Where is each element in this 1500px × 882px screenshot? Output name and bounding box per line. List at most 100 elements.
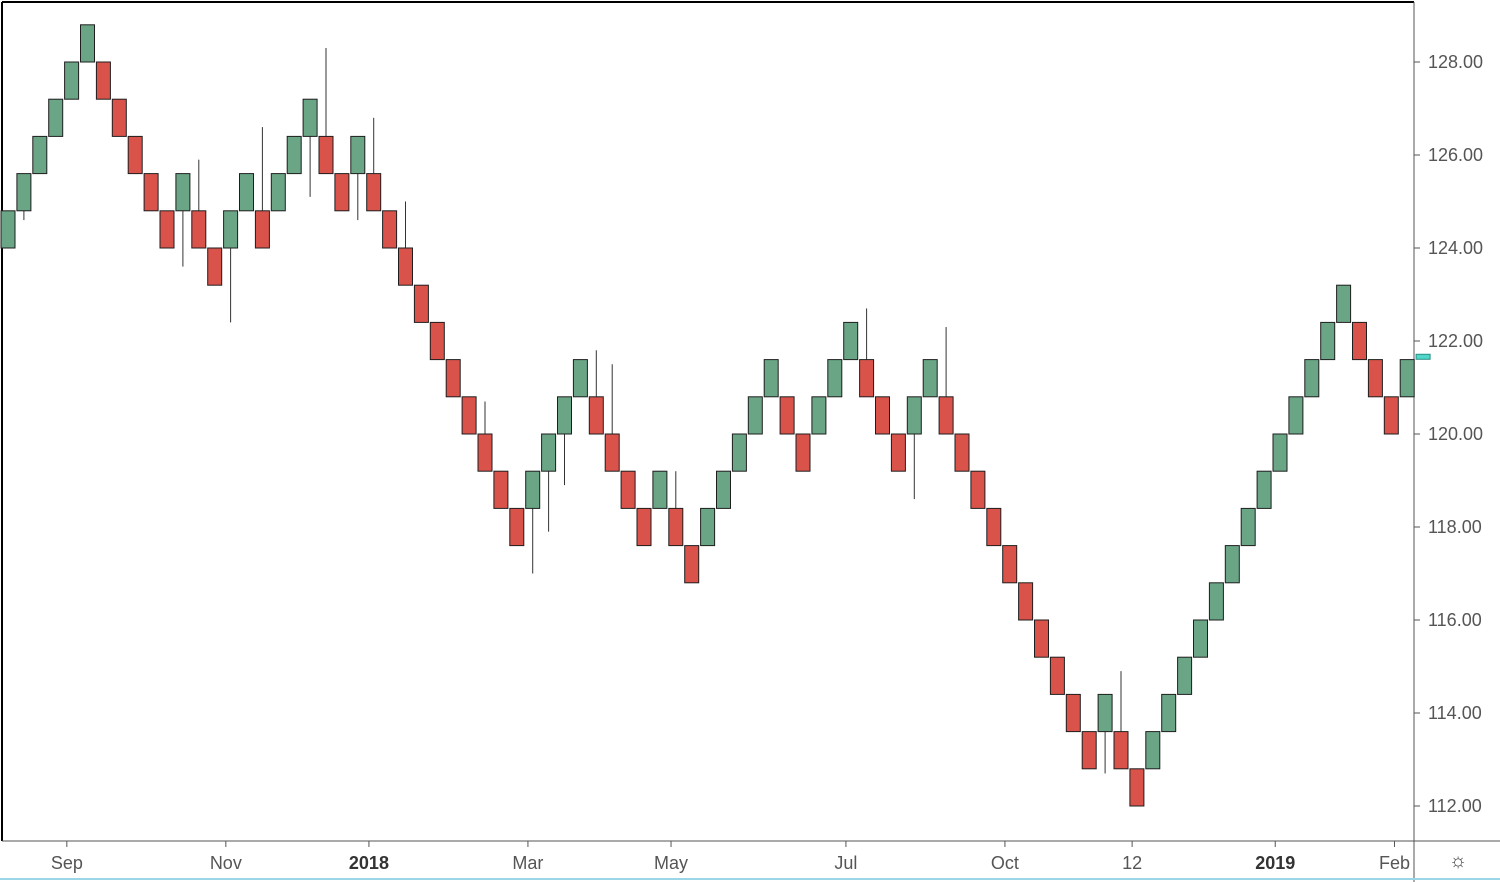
brick-down[interactable] — [143, 173, 159, 212]
brick-down[interactable] — [493, 470, 509, 509]
brick-up[interactable] — [652, 470, 668, 509]
brick-down[interactable] — [398, 247, 413, 286]
brick-up[interactable] — [1161, 693, 1177, 733]
gear-icon[interactable]: ☼ — [1448, 850, 1468, 872]
x-tick-label: 2018 — [349, 853, 389, 873]
brick-down[interactable] — [509, 507, 525, 547]
brick-up[interactable] — [1097, 693, 1113, 733]
brick-up[interactable] — [1320, 321, 1336, 361]
brick-down[interactable] — [620, 470, 636, 509]
brick-up[interactable] — [843, 321, 859, 361]
brick-up[interactable] — [1208, 582, 1224, 621]
brick-down[interactable] — [382, 210, 398, 249]
brick-down[interactable] — [366, 173, 382, 212]
brick-up[interactable] — [302, 98, 318, 137]
brick-down[interactable] — [461, 396, 477, 435]
brick-down[interactable] — [95, 61, 111, 100]
brick-up[interactable] — [747, 396, 763, 435]
brick-down[interactable] — [1018, 582, 1034, 621]
brick-up[interactable] — [286, 135, 302, 175]
brick-up[interactable] — [350, 135, 366, 175]
brick-down[interactable] — [191, 210, 207, 249]
brick-up[interactable] — [557, 396, 572, 435]
brick-down[interactable] — [445, 359, 461, 398]
brick-down[interactable] — [795, 433, 811, 472]
brick-down[interactable] — [779, 396, 795, 435]
brick-up[interactable] — [700, 507, 716, 547]
brick-down[interactable] — [334, 173, 350, 212]
brick-up[interactable] — [32, 135, 48, 175]
brick-down[interactable] — [254, 210, 270, 249]
brick-up[interactable] — [811, 396, 827, 435]
brick-down[interactable] — [318, 135, 334, 175]
brick-down[interactable] — [875, 396, 890, 435]
brick-down[interactable] — [986, 507, 1002, 547]
brick-down[interactable] — [1113, 731, 1129, 770]
brick-up[interactable] — [175, 173, 191, 212]
brick-up[interactable] — [270, 173, 286, 212]
y-tick-label: 124.00 — [1428, 238, 1483, 258]
current-price-marker — [1415, 353, 1431, 360]
brick-up[interactable] — [1145, 731, 1161, 770]
y-tick-label: 118.00 — [1428, 517, 1482, 537]
brick-down[interactable] — [429, 321, 445, 361]
brick-up[interactable] — [1336, 284, 1352, 323]
brick-down[interactable] — [1367, 359, 1383, 398]
y-tick-label: 128.00 — [1428, 52, 1483, 72]
brick-down[interactable] — [1352, 321, 1367, 361]
brick-down[interactable] — [1034, 619, 1049, 658]
brick-down[interactable] — [1081, 731, 1097, 770]
brick-up[interactable] — [1224, 545, 1240, 584]
brick-down[interactable] — [207, 247, 223, 286]
brick-up[interactable] — [827, 359, 843, 398]
brick-down[interactable] — [1065, 693, 1081, 733]
brick-up[interactable] — [1304, 359, 1320, 398]
brick-up[interactable] — [48, 98, 64, 137]
brick-down[interactable] — [684, 545, 700, 584]
brick-down[interactable] — [588, 396, 604, 435]
brick-up[interactable] — [1272, 433, 1288, 472]
brick-up[interactable] — [763, 359, 779, 398]
brick-up[interactable] — [16, 173, 32, 212]
brick-down[interactable] — [954, 433, 970, 472]
brick-up[interactable] — [1240, 507, 1256, 547]
brick-down[interactable] — [938, 396, 954, 435]
brick-down[interactable] — [970, 470, 986, 509]
brick-up[interactable] — [1193, 619, 1208, 658]
brick-down[interactable] — [668, 507, 684, 547]
brick-up[interactable] — [64, 61, 80, 100]
x-tick-label: Jul — [834, 853, 857, 873]
brick-up[interactable] — [0, 210, 16, 249]
brick-up[interactable] — [1288, 396, 1304, 435]
brick-down[interactable] — [159, 210, 175, 249]
brick-down[interactable] — [1383, 396, 1399, 435]
brick-up[interactable] — [1256, 470, 1272, 509]
brick-down[interactable] — [604, 433, 620, 472]
brick-up[interactable] — [541, 433, 557, 472]
brick-down[interactable] — [890, 433, 906, 472]
brick-up[interactable] — [906, 396, 922, 435]
brick-down[interactable] — [1049, 656, 1065, 695]
brick-down[interactable] — [111, 98, 127, 137]
brick-down[interactable] — [636, 507, 652, 547]
brick-down[interactable] — [1129, 768, 1145, 807]
brick-up[interactable] — [731, 433, 747, 472]
brick-down[interactable] — [477, 433, 493, 472]
y-tick-label: 114.00 — [1428, 703, 1482, 723]
brick-up[interactable] — [572, 359, 588, 398]
brick-down[interactable] — [859, 359, 875, 398]
brick-up[interactable] — [525, 470, 541, 509]
brick-up[interactable] — [1399, 359, 1415, 398]
brick-down[interactable] — [127, 135, 143, 175]
y-tick-label: 116.00 — [1428, 610, 1482, 630]
brick-up[interactable] — [716, 470, 731, 509]
brick-down[interactable] — [413, 284, 429, 323]
brick-up[interactable] — [922, 359, 938, 398]
brick-up[interactable] — [1177, 656, 1193, 695]
brick-up[interactable] — [223, 210, 239, 249]
y-tick-label: 126.00 — [1428, 145, 1483, 165]
brick-up[interactable] — [80, 24, 95, 63]
brick-up[interactable] — [239, 173, 254, 212]
brick-down[interactable] — [1002, 545, 1018, 584]
